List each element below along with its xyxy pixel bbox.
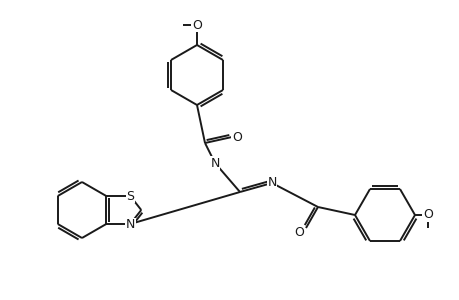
Text: N: N [210, 157, 219, 169]
Text: N: N [267, 176, 276, 190]
Text: O: O [422, 208, 432, 221]
Text: O: O [231, 130, 241, 143]
Text: O: O [192, 19, 202, 32]
Text: S: S [126, 190, 134, 202]
Text: O: O [293, 226, 303, 239]
Text: N: N [125, 218, 134, 232]
